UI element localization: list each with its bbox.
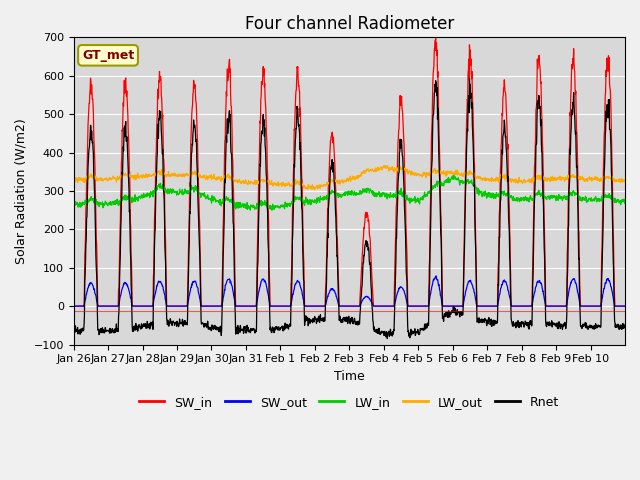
SW_out	[335, 302, 342, 308]
LW_out	[156, 172, 164, 178]
LW_out	[380, 163, 388, 168]
LW_in	[335, 191, 343, 197]
SW_out	[70, 303, 77, 309]
X-axis label: Time: Time	[334, 370, 365, 383]
SW_out	[156, 279, 164, 285]
SW_in	[324, 183, 332, 189]
Legend: SW_in, SW_out, LW_in, LW_out, Rnet: SW_in, SW_out, LW_in, LW_out, Rnet	[134, 391, 564, 414]
Line: SW_in: SW_in	[74, 38, 625, 306]
SW_in	[70, 303, 77, 309]
SW_in	[621, 303, 629, 309]
SW_out	[432, 273, 440, 279]
LW_in	[614, 197, 622, 203]
SW_in	[479, 303, 487, 309]
Rnet	[383, 336, 391, 341]
LW_out	[335, 177, 343, 183]
SW_out	[561, 303, 568, 309]
LW_out	[70, 177, 77, 183]
LW_in	[621, 199, 629, 205]
LW_out	[614, 178, 622, 183]
SW_in	[156, 77, 164, 83]
LW_out	[310, 187, 318, 192]
SW_in	[432, 36, 440, 41]
Rnet	[621, 324, 629, 330]
Text: GT_met: GT_met	[82, 49, 134, 62]
LW_in	[268, 207, 276, 213]
Rnet	[335, 299, 342, 304]
Rnet	[324, 207, 332, 213]
SW_out	[479, 303, 487, 309]
SW_in	[561, 303, 568, 309]
SW_in	[614, 303, 622, 309]
LW_in	[156, 185, 164, 191]
Rnet	[561, 320, 568, 325]
LW_in	[325, 192, 333, 197]
SW_out	[614, 303, 622, 309]
Y-axis label: Solar Radiation (W/m2): Solar Radiation (W/m2)	[15, 118, 28, 264]
LW_out	[480, 176, 488, 181]
LW_out	[621, 178, 629, 184]
LW_in	[480, 189, 488, 195]
SW_out	[621, 303, 629, 309]
LW_in	[561, 195, 568, 201]
Rnet	[70, 330, 77, 336]
Line: Rnet: Rnet	[74, 79, 625, 338]
LW_out	[325, 181, 333, 187]
Rnet	[466, 76, 474, 82]
LW_out	[561, 179, 568, 184]
LW_in	[449, 172, 457, 178]
SW_out	[324, 291, 332, 297]
Line: SW_out: SW_out	[74, 276, 625, 306]
Rnet	[480, 316, 488, 322]
Rnet	[156, 115, 164, 121]
SW_in	[335, 286, 342, 292]
Title: Four channel Radiometer: Four channel Radiometer	[244, 15, 454, 33]
Line: LW_in: LW_in	[74, 175, 625, 210]
Rnet	[614, 323, 622, 328]
LW_in	[70, 204, 77, 209]
Line: LW_out: LW_out	[74, 166, 625, 190]
